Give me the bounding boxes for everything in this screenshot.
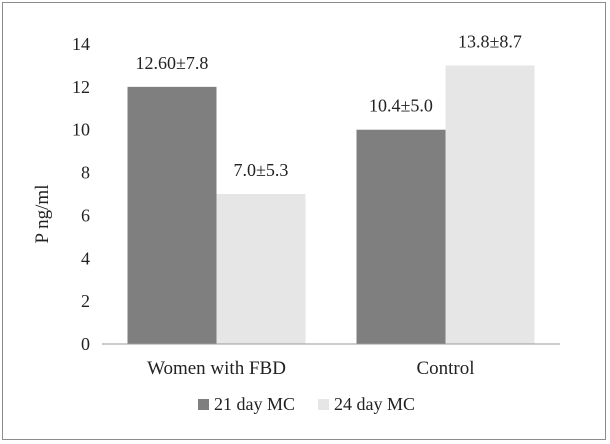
bar-value-labels: 12.60±7.8 7.0±5.3 10.4±5.0 13.8±8.7 — [136, 31, 522, 180]
legend-label: 21 day MC — [214, 394, 295, 414]
bar-series-2-1 — [445, 65, 535, 344]
y-tick-label: 6 — [81, 205, 90, 225]
y-tick-label: 4 — [81, 248, 90, 268]
y-tick-label: 0 — [81, 334, 90, 354]
x-axis-categories: Women with FBD Control — [147, 358, 474, 379]
bar-value-label: 10.4±5.0 — [369, 96, 433, 116]
y-tick-label: 12 — [72, 77, 90, 97]
y-tick-label: 8 — [81, 163, 90, 183]
y-axis-ticks: 0 2 4 6 8 10 12 14 — [72, 34, 90, 354]
bar-series-2-0 — [216, 194, 306, 344]
bar-value-label: 13.8±8.7 — [458, 31, 522, 51]
y-axis-title-group: P ng/ml — [32, 185, 53, 244]
bars-group — [127, 65, 535, 344]
bar-series-1-0 — [127, 86, 217, 344]
bar-series-1-1 — [356, 129, 446, 344]
legend-swatch — [318, 399, 329, 410]
y-tick-label: 10 — [72, 120, 90, 140]
bar-value-label: 7.0±5.3 — [234, 160, 289, 180]
y-tick-label: 14 — [72, 34, 90, 54]
legend-label: 24 day MC — [334, 394, 415, 414]
x-category-label: Women with FBD — [147, 358, 286, 379]
y-tick-label: 2 — [81, 291, 90, 311]
legend: 21 day MC 24 day MC — [198, 394, 415, 414]
x-category-label: Control — [416, 358, 474, 379]
legend-swatch — [198, 399, 209, 410]
bar-value-label: 12.60±7.8 — [136, 53, 209, 73]
y-axis-title: P ng/ml — [32, 185, 53, 244]
